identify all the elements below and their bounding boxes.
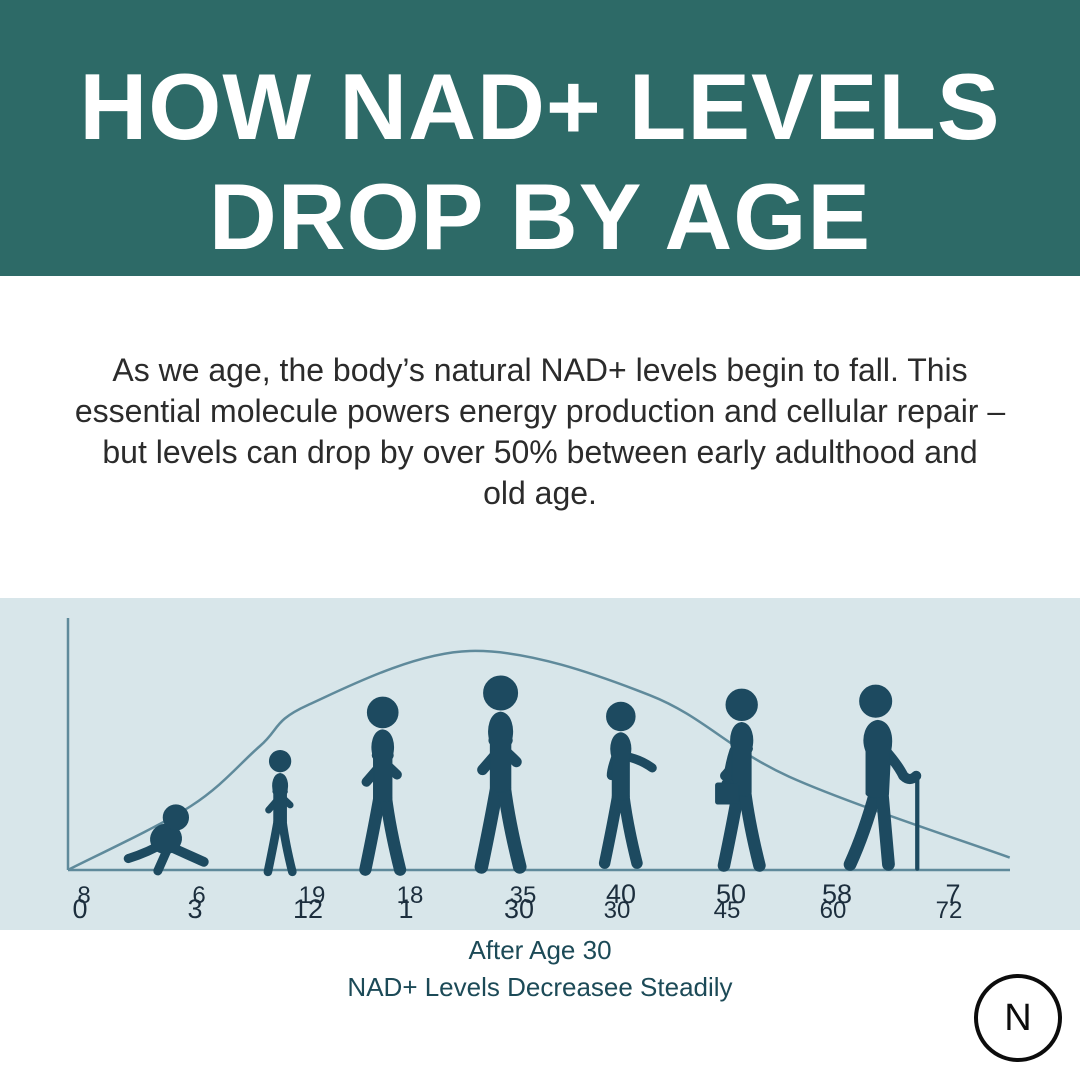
svg-text:30: 30 xyxy=(604,897,631,924)
svg-text:60: 60 xyxy=(820,897,847,924)
svg-text:19: 19 xyxy=(299,882,326,909)
svg-text:18: 18 xyxy=(397,882,424,909)
svg-text:72: 72 xyxy=(936,897,963,924)
svg-text:45: 45 xyxy=(714,897,741,924)
svg-text:8: 8 xyxy=(77,882,90,909)
svg-text:35: 35 xyxy=(510,882,537,909)
svg-text:6: 6 xyxy=(192,882,205,909)
